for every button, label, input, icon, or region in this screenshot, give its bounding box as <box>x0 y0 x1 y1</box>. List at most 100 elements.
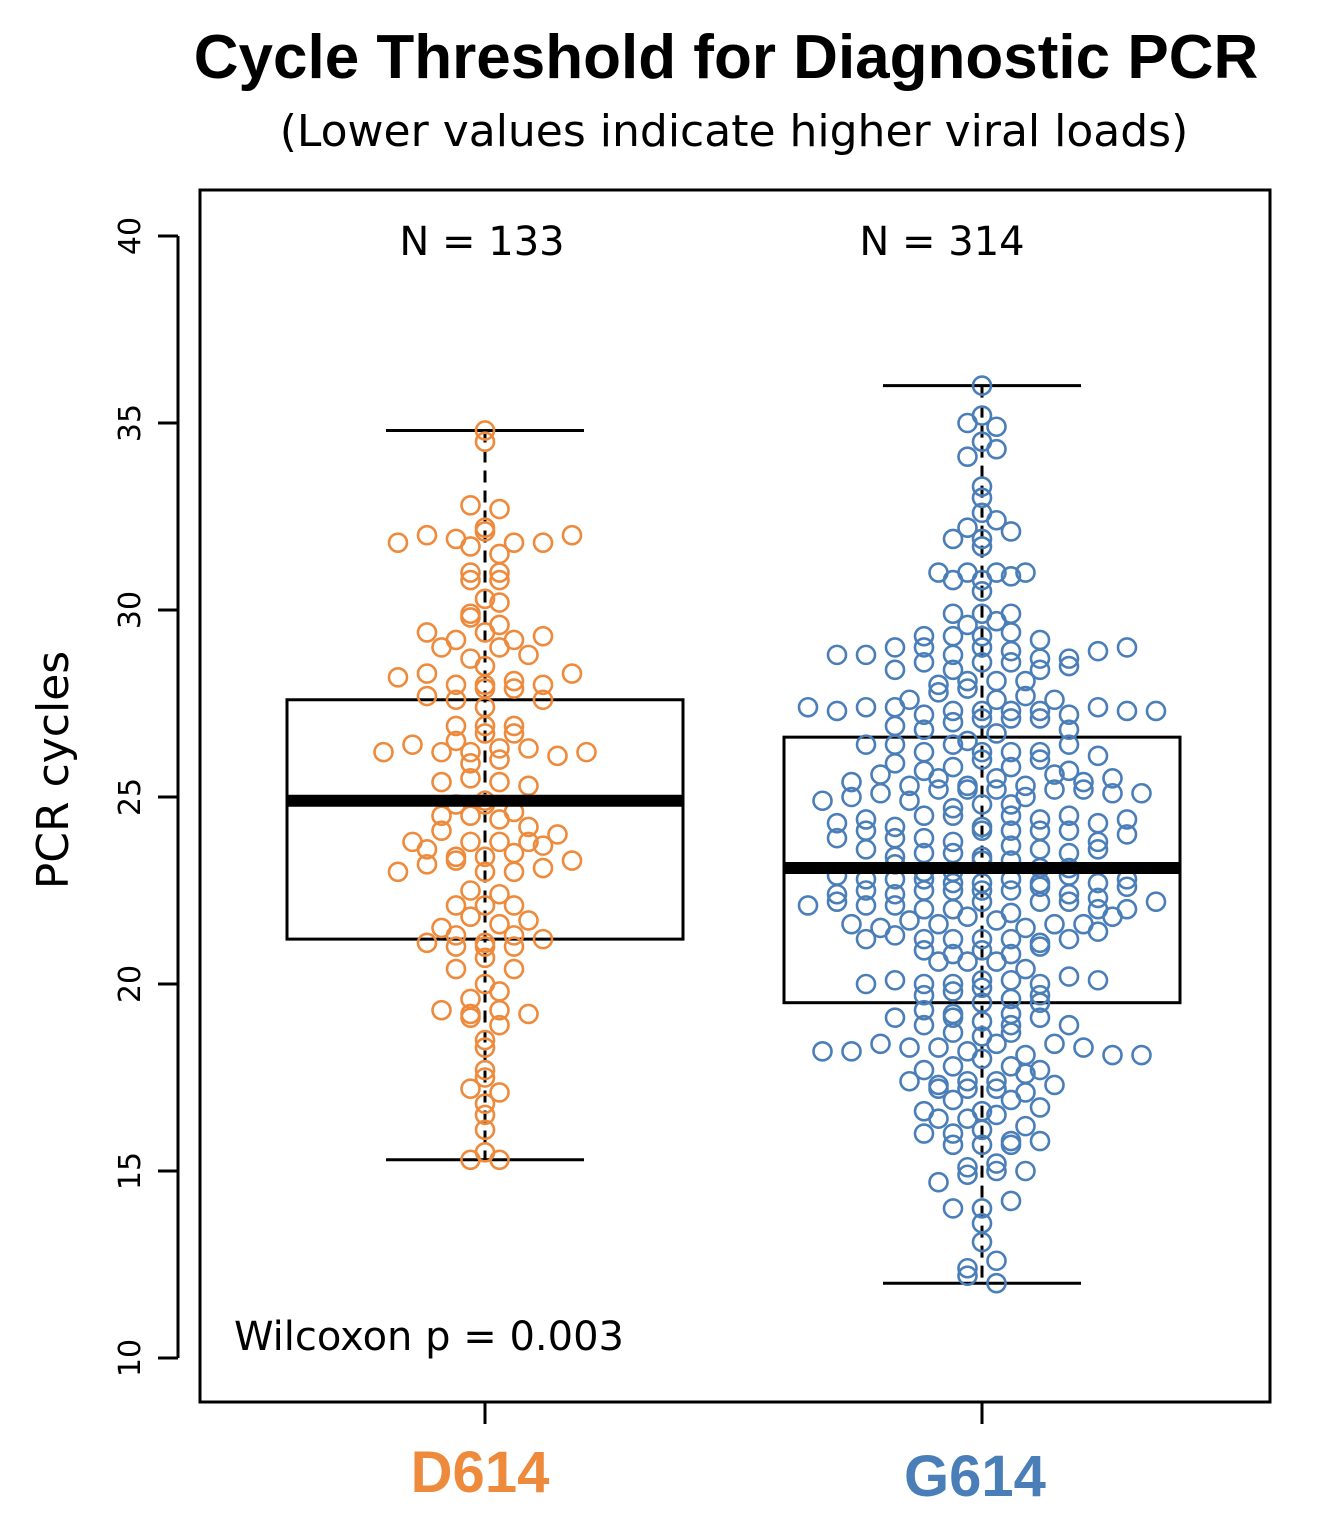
data-point <box>957 775 978 797</box>
data-point <box>942 1003 964 1025</box>
data-point <box>1015 1044 1036 1066</box>
data-point <box>957 1078 978 1100</box>
data-point <box>913 637 935 658</box>
data-point <box>431 741 452 763</box>
data-point <box>1058 655 1080 677</box>
data-point <box>1102 1044 1123 1066</box>
data-point <box>899 689 920 711</box>
data-point <box>532 674 554 696</box>
data-point <box>503 958 525 980</box>
data-point <box>971 487 993 509</box>
data-point <box>416 854 438 875</box>
data-point <box>957 446 978 467</box>
data-point <box>416 524 438 546</box>
data-point <box>928 681 949 703</box>
data-point <box>971 528 993 550</box>
data-point <box>1000 820 1022 841</box>
data-point <box>416 663 438 684</box>
data-point <box>1087 812 1109 834</box>
category-label-g614: G614 <box>904 1444 1046 1509</box>
data-point <box>957 678 978 699</box>
data-point <box>884 816 906 838</box>
data-point <box>942 603 964 625</box>
data-point <box>489 1082 510 1103</box>
data-point <box>503 723 525 744</box>
data-point <box>971 1026 993 1047</box>
data-point <box>971 603 993 625</box>
data-point <box>971 969 993 991</box>
data-point <box>942 831 964 853</box>
data-point <box>971 652 993 673</box>
data-point <box>474 932 496 954</box>
data-point <box>460 569 481 591</box>
data-point <box>1015 1082 1036 1103</box>
data-point <box>942 1198 964 1219</box>
data-point <box>460 831 481 853</box>
data-point <box>971 580 993 602</box>
data-point <box>942 700 964 722</box>
data-point <box>942 1123 964 1144</box>
data-point <box>884 1007 906 1028</box>
data-point <box>1044 779 1065 800</box>
data-point <box>957 517 978 539</box>
data-point <box>1029 839 1051 860</box>
data-point <box>489 831 510 853</box>
data-point <box>971 625 993 647</box>
y-tick-label: 15 <box>113 1152 148 1190</box>
data-point <box>576 741 597 763</box>
data-point <box>1000 756 1022 778</box>
data-point <box>1029 659 1051 681</box>
data-point <box>1116 809 1138 830</box>
data-point <box>913 625 935 647</box>
data-point <box>460 603 481 625</box>
data-point <box>913 1100 935 1122</box>
data-point <box>971 992 993 1014</box>
data-point <box>957 730 978 752</box>
data-point <box>855 820 877 841</box>
data-point <box>532 835 554 856</box>
data-point <box>942 528 964 550</box>
data-point <box>957 614 978 636</box>
data-point <box>986 689 1007 711</box>
data-point <box>373 741 394 763</box>
data-point <box>1029 820 1051 841</box>
y-tick-label: 30 <box>113 591 148 629</box>
data-point <box>474 1037 496 1058</box>
data-point <box>489 498 510 520</box>
data-point <box>1044 1033 1065 1055</box>
data-point <box>1044 913 1065 935</box>
data-point <box>460 494 481 516</box>
data-point <box>474 1093 496 1114</box>
data-point <box>1058 734 1080 755</box>
data-point <box>913 1014 935 1036</box>
data-point <box>884 637 906 658</box>
data-point <box>402 831 423 853</box>
data-point <box>942 943 964 965</box>
data-point <box>460 906 481 927</box>
data-point <box>518 831 539 853</box>
data-point <box>928 562 949 583</box>
data-point <box>971 405 993 426</box>
data-point <box>1000 1190 1022 1212</box>
data-point <box>928 779 949 800</box>
data-point <box>460 648 481 669</box>
data-point <box>503 715 525 737</box>
data-point <box>942 805 964 827</box>
data-point <box>489 771 510 793</box>
data-point <box>1131 782 1152 804</box>
data-point <box>986 562 1007 583</box>
data-point <box>1029 1130 1051 1152</box>
data-point <box>489 592 510 613</box>
data-point <box>1058 1014 1080 1036</box>
data-point <box>1000 566 1022 587</box>
data-point <box>971 375 993 396</box>
data-point <box>1145 700 1167 722</box>
data-point <box>547 824 568 845</box>
data-point <box>855 734 877 755</box>
data-point <box>503 861 525 883</box>
data-point <box>1058 820 1080 841</box>
data-point <box>942 625 964 647</box>
data-point <box>942 756 964 778</box>
data-point <box>855 839 877 860</box>
data-point <box>1058 891 1080 913</box>
